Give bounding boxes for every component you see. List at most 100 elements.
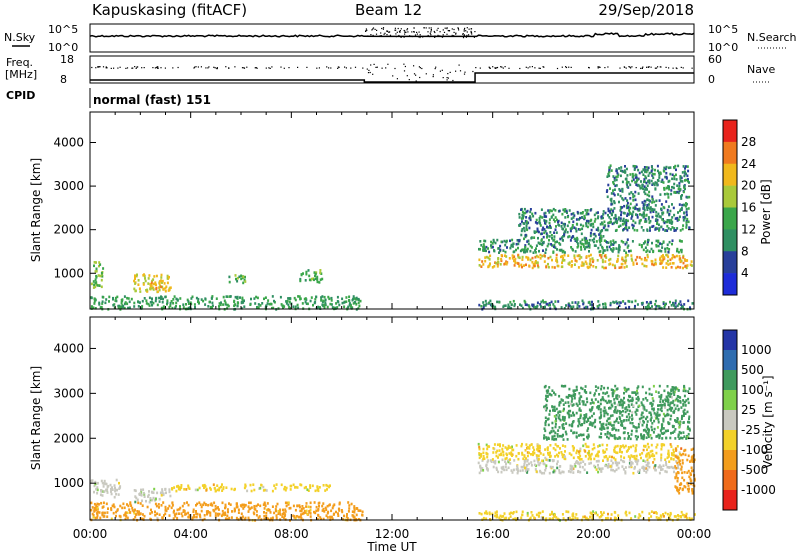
scatter-cell xyxy=(546,395,549,398)
scatter-cell xyxy=(676,304,679,308)
scatter-cell xyxy=(158,286,161,289)
scatter-cell xyxy=(656,304,659,308)
scatter-cell xyxy=(292,504,295,508)
scatter-cell xyxy=(241,296,244,300)
scatter-cell xyxy=(679,463,682,466)
nave-point xyxy=(132,67,134,69)
scatter-cell xyxy=(652,176,655,180)
scatter-cell xyxy=(679,177,682,180)
scatter-cell xyxy=(608,434,611,438)
scatter-cell xyxy=(673,393,676,396)
scatter-cell xyxy=(170,506,173,510)
scatter-cell xyxy=(693,458,696,462)
scatter-cell xyxy=(247,510,250,513)
scatter-cell xyxy=(601,246,604,250)
scatter-cell xyxy=(106,485,109,489)
scatter-cell xyxy=(625,241,628,244)
scatter-cell xyxy=(631,414,633,417)
scatter-cell xyxy=(645,391,648,395)
scatter-cell xyxy=(537,514,540,518)
scatter-cell xyxy=(593,307,595,310)
scatter-cell xyxy=(266,302,269,305)
scatter-cell xyxy=(603,414,606,418)
scatter-cell xyxy=(483,245,486,248)
scatter-cell xyxy=(639,514,642,518)
scatter-cell xyxy=(613,188,616,191)
scatter-cell xyxy=(127,504,130,508)
colorbar-segment xyxy=(723,273,737,296)
scatter-cell xyxy=(668,185,670,188)
scatter-cell xyxy=(579,223,582,227)
scatter-cell xyxy=(233,488,236,492)
nsearch-point xyxy=(437,34,439,36)
scatter-cell xyxy=(678,451,681,454)
scatter-cell xyxy=(679,420,682,424)
scatter-cell xyxy=(680,303,683,306)
scatter-cell xyxy=(666,210,669,214)
scatter-cell xyxy=(599,232,602,235)
scatter-cell xyxy=(672,386,675,389)
scatter-cell xyxy=(558,404,561,407)
scatter-cell xyxy=(616,417,618,421)
nsearch-point xyxy=(463,35,465,37)
scatter-cell xyxy=(123,506,126,510)
scatter-cell xyxy=(191,295,194,299)
scatter-cell xyxy=(539,303,542,306)
scatter-cell xyxy=(684,167,686,170)
scatter-cell xyxy=(175,489,178,493)
scatter-cell xyxy=(529,244,532,248)
scatter-cell xyxy=(554,455,557,458)
scatter-cell xyxy=(553,469,556,472)
scatter-cell xyxy=(155,286,158,290)
scatter-cell xyxy=(684,389,687,393)
scatter-cell xyxy=(326,488,328,491)
scatter-cell xyxy=(685,178,688,182)
nsky-label: N.Sky xyxy=(4,31,36,44)
scatter-cell xyxy=(656,164,659,168)
scatter-cell xyxy=(596,452,599,456)
scatter-cell xyxy=(520,444,523,448)
scatter-cell xyxy=(593,446,596,450)
scatter-cell xyxy=(271,295,274,298)
scatter-cell xyxy=(560,236,563,239)
scatter-cell xyxy=(540,305,542,308)
scatter-cell xyxy=(685,202,687,205)
scatter-cell xyxy=(589,253,592,257)
scatter-cell xyxy=(571,397,574,401)
scatter-cell xyxy=(649,434,652,437)
scatter-cell xyxy=(534,251,537,254)
scatter-cell xyxy=(498,300,501,304)
scatter-cell xyxy=(504,243,507,247)
scatter-cell xyxy=(136,273,138,277)
scatter-cell xyxy=(526,511,529,515)
scatter-cell xyxy=(222,487,225,491)
scatter-cell xyxy=(602,306,605,309)
scatter-cell xyxy=(691,302,694,305)
scatter-cell xyxy=(563,416,566,419)
scatter-cell xyxy=(240,301,243,305)
scatter-cell xyxy=(353,300,356,304)
scatter-cell xyxy=(214,507,217,511)
scatter-cell xyxy=(91,479,94,482)
scatter-cell xyxy=(223,299,226,303)
scatter-cell xyxy=(550,512,553,516)
scatter-cell xyxy=(679,300,682,303)
scatter-cell xyxy=(273,511,276,515)
scatter-cell xyxy=(523,250,525,254)
scatter-cell xyxy=(575,238,577,241)
scatter-cell xyxy=(676,461,679,465)
scatter-cell xyxy=(622,217,625,221)
scatter-cell xyxy=(598,467,601,471)
scatter-cell xyxy=(564,384,567,388)
scatter-cell xyxy=(652,172,655,176)
scatter-cell xyxy=(562,470,565,474)
scatter-cell xyxy=(124,301,127,304)
scatter-cell xyxy=(110,487,112,491)
scatter-cell xyxy=(598,435,601,439)
scatter-cell xyxy=(253,505,256,509)
scatter-cell xyxy=(255,504,258,508)
scatter-cell xyxy=(305,270,308,274)
scatter-cell xyxy=(662,301,665,304)
scatter-cell xyxy=(525,210,528,214)
